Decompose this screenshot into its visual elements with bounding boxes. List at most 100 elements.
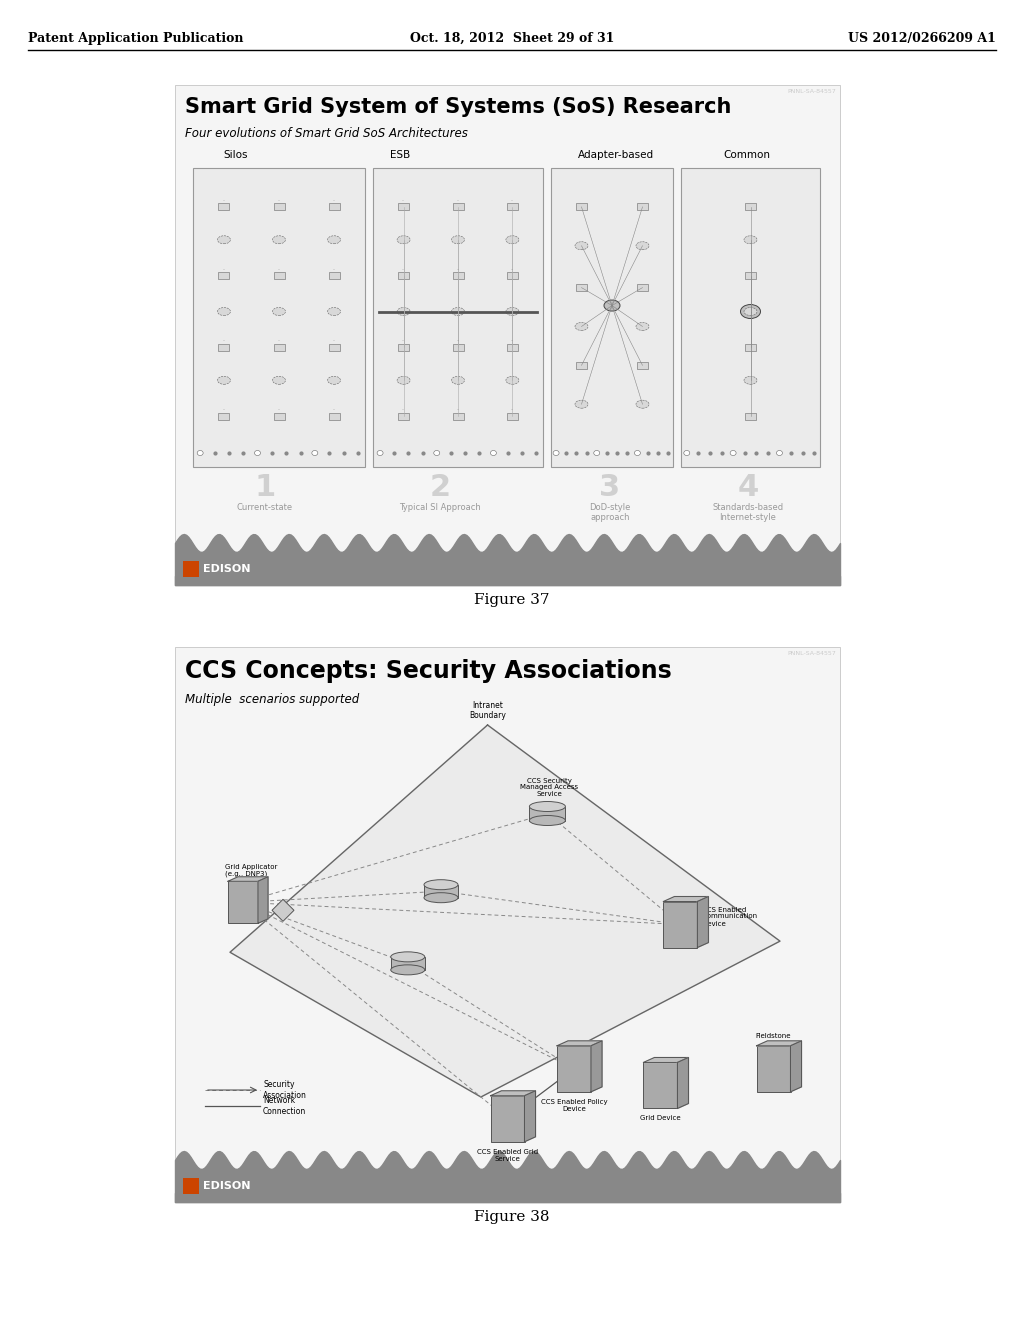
Bar [681, 168, 820, 467]
Ellipse shape [397, 236, 410, 244]
Ellipse shape [604, 300, 620, 312]
Text: CCS Enabled
Communication
Device: CCS Enabled Communication Device [702, 907, 758, 927]
Text: CCS Enabled Grid
Service: CCS Enabled Grid Service [477, 1148, 538, 1162]
Bar [490, 1096, 524, 1142]
Ellipse shape [272, 236, 286, 244]
Text: Security
Association: Security Association [263, 1080, 307, 1100]
Bar [453, 272, 464, 279]
Ellipse shape [328, 236, 341, 244]
Bar [183, 1177, 199, 1195]
Ellipse shape [391, 965, 425, 975]
Ellipse shape [635, 450, 640, 455]
Ellipse shape [452, 308, 465, 315]
Ellipse shape [434, 450, 439, 455]
Ellipse shape [730, 450, 736, 455]
Bar [175, 84, 840, 585]
Text: Four evolutions of Smart Grid SoS Architectures: Four evolutions of Smart Grid SoS Archit… [185, 127, 468, 140]
Bar [398, 413, 410, 420]
Ellipse shape [312, 450, 317, 455]
Text: Adapter-based: Adapter-based [578, 150, 654, 160]
Text: ...: ... [278, 338, 281, 342]
Ellipse shape [272, 308, 286, 315]
Ellipse shape [740, 305, 761, 318]
Text: ...: ... [511, 407, 514, 411]
Bar [218, 203, 229, 210]
Text: ...: ... [278, 267, 281, 271]
Text: ...: ... [401, 407, 406, 411]
Text: Grid Device: Grid Device [640, 1115, 681, 1122]
Bar [507, 272, 518, 279]
Polygon shape [230, 725, 780, 1097]
Bar [529, 807, 565, 821]
Ellipse shape [575, 242, 588, 249]
Ellipse shape [397, 376, 410, 384]
Bar [273, 203, 285, 210]
Text: ...: ... [511, 198, 514, 202]
Text: ESB: ESB [390, 150, 411, 160]
Ellipse shape [636, 400, 649, 408]
Bar [575, 362, 587, 368]
Ellipse shape [744, 236, 757, 244]
Bar [424, 884, 458, 898]
Ellipse shape [744, 376, 757, 384]
Text: Current-state: Current-state [237, 503, 293, 512]
Text: ...: ... [222, 198, 225, 202]
Bar [228, 882, 258, 923]
Text: ...: ... [333, 198, 336, 202]
Ellipse shape [744, 308, 757, 315]
Polygon shape [490, 1090, 536, 1096]
Ellipse shape [397, 308, 410, 315]
Text: Patent Application Publication: Patent Application Publication [28, 32, 244, 45]
Ellipse shape [452, 376, 465, 384]
Ellipse shape [452, 236, 465, 244]
Ellipse shape [328, 308, 341, 315]
Polygon shape [272, 899, 294, 921]
Text: ...: ... [401, 198, 406, 202]
Bar [507, 413, 518, 420]
Ellipse shape [217, 236, 230, 244]
Bar [745, 272, 756, 279]
Text: ...: ... [511, 338, 514, 342]
Bar [183, 561, 199, 577]
Bar [757, 1045, 791, 1092]
Text: ...: ... [457, 267, 460, 271]
Bar [643, 1063, 678, 1109]
Text: ...: ... [333, 407, 336, 411]
Ellipse shape [490, 450, 497, 455]
Polygon shape [643, 1057, 688, 1063]
Bar [575, 284, 587, 292]
Text: Typical SI Approach: Typical SI Approach [399, 503, 481, 512]
Bar [745, 413, 756, 420]
Bar [398, 272, 410, 279]
Polygon shape [228, 876, 268, 882]
Bar [398, 345, 410, 351]
Ellipse shape [529, 816, 565, 825]
Ellipse shape [636, 242, 649, 249]
Bar [218, 413, 229, 420]
Ellipse shape [506, 376, 519, 384]
Text: PNNL-SA-84557: PNNL-SA-84557 [787, 88, 836, 94]
Bar [557, 1045, 591, 1092]
Bar [391, 957, 425, 970]
Bar [507, 203, 518, 210]
Text: ...: ... [457, 407, 460, 411]
Text: Smart Grid System of Systems (SoS) Research: Smart Grid System of Systems (SoS) Resea… [185, 96, 731, 117]
Bar [329, 413, 340, 420]
Text: Intranet
Boundary: Intranet Boundary [469, 701, 506, 719]
Ellipse shape [529, 801, 565, 812]
Text: 4: 4 [737, 473, 759, 502]
Bar [453, 203, 464, 210]
Text: EDISON: EDISON [203, 1181, 251, 1191]
Bar [551, 168, 673, 467]
Text: Silos: Silos [223, 150, 248, 160]
Text: CCS Enabled Policy
Device: CCS Enabled Policy Device [541, 1098, 607, 1111]
Ellipse shape [506, 236, 519, 244]
Polygon shape [258, 876, 268, 923]
Polygon shape [524, 1090, 536, 1142]
Polygon shape [591, 1041, 602, 1092]
Text: ...: ... [278, 407, 281, 411]
Text: Network
Connection: Network Connection [263, 1097, 306, 1115]
Text: CCS Concepts: Security Associations: CCS Concepts: Security Associations [185, 659, 672, 682]
Ellipse shape [506, 308, 519, 315]
Text: Common: Common [723, 150, 770, 160]
